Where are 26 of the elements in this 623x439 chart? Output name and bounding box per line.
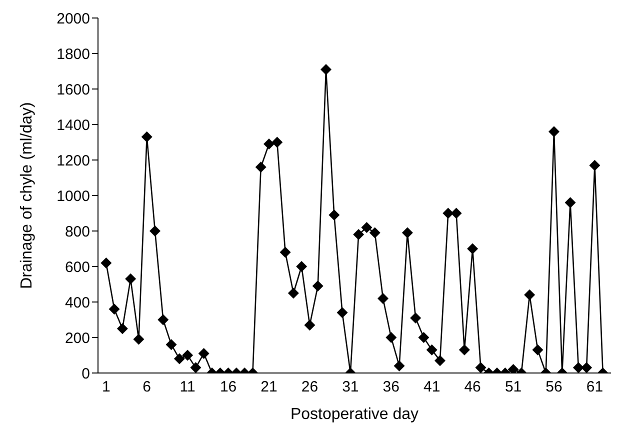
y-tick-label: 2000 [56,10,90,28]
y-tick-label: 1000 [56,188,90,205]
x-tick-label: 1 [102,378,110,396]
x-tick-label: 16 [220,378,237,396]
x-tick-label: 6 [142,378,152,396]
x-tick-label: 61 [586,378,604,396]
x-tick-label: 51 [504,378,522,396]
x-tick-label: 36 [382,378,400,396]
x-axis-title: Postoperative day [290,406,419,423]
y-tick-label: 400 [64,294,90,312]
x-tick-label: 26 [301,378,318,396]
y-tick-label: 200 [64,330,90,347]
x-tick-label: 56 [546,378,562,396]
x-tick-label: 46 [464,378,481,396]
y-tick-label: 800 [64,223,90,240]
y-tick-label: 1400 [56,116,90,134]
y-tick-label: 600 [64,258,90,276]
y-tick-label: 1800 [56,46,90,63]
y-tick-label: 1200 [56,152,90,170]
x-tick-label: 31 [342,378,359,396]
y-tick-label: 0 [82,365,90,382]
x-tick-label: 41 [424,378,440,396]
y-tick-label: 1600 [56,81,90,98]
y-axis-title: Drainage of chyle (ml/day) [18,102,36,289]
x-tick-label: 21 [260,378,278,396]
x-tick-label: 11 [180,378,196,396]
